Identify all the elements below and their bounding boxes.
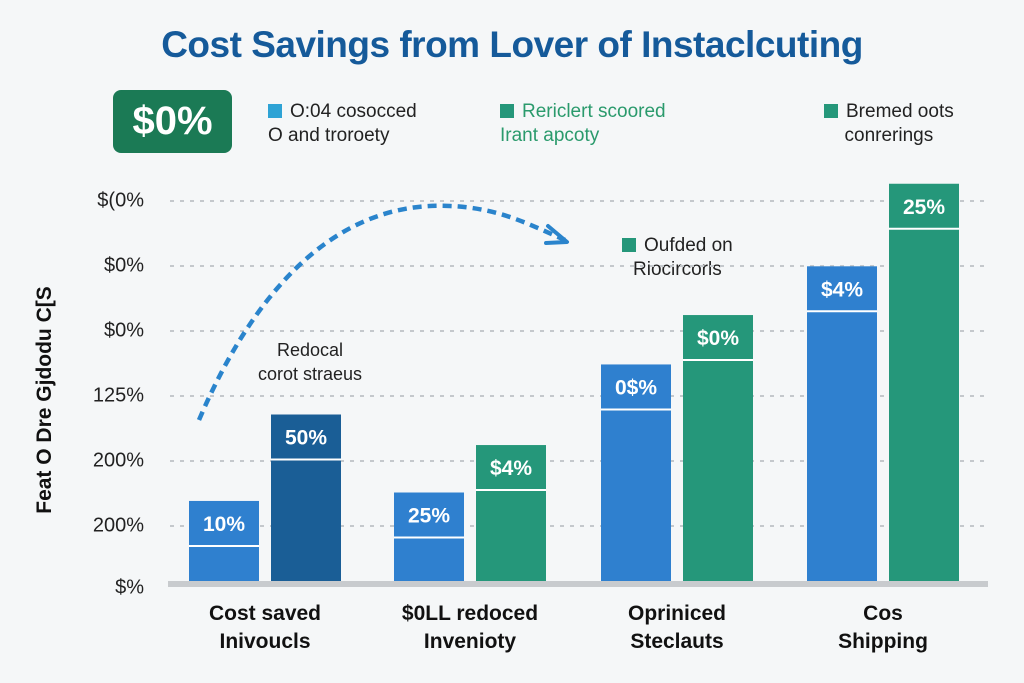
y-tick-label: $% (115, 576, 144, 599)
legend-label: Riocircorls (633, 259, 722, 280)
x-category-label: Opriniced Steclauts (577, 600, 777, 656)
legend-label: conrerings (844, 125, 934, 146)
x-category-line: Cost saved (208, 602, 322, 625)
y-tick-label: $0% (103, 319, 144, 342)
legend-item-4: Oufded on Riocircorls (622, 234, 733, 282)
y-tick-label: 200% (92, 449, 144, 472)
x-category-line: Opriniced (627, 602, 727, 625)
x-category-line: $0LL redoced (401, 602, 539, 625)
legend-item-2: Rericlert scoored Irant apcoty (500, 100, 666, 148)
legend-label: Bremed oots (846, 101, 954, 122)
arrow-head-icon (544, 224, 569, 245)
legend-label: O and troroety (268, 125, 390, 146)
legend-label: Oufded on (644, 235, 733, 256)
legend-swatch-icon (622, 238, 636, 252)
bar-value-label: $4% (821, 278, 863, 301)
trend-arrow (196, 203, 566, 421)
annotation-line: Redocal (276, 340, 344, 360)
bar-value-label: 50% (285, 427, 327, 450)
y-tick-label: 125% (92, 384, 144, 407)
y-tick-label: $(0% (97, 189, 144, 212)
x-category-label: $0LL redoced Inveniotу (370, 600, 570, 656)
x-category-label: Cost saved Inivoucls (165, 600, 365, 656)
bar (889, 183, 959, 583)
legend-swatch-icon (500, 104, 514, 118)
y-tick-label: $0% (103, 254, 144, 277)
bar (271, 414, 341, 583)
chart-title: Cost Savings from Lover of Instaclcuting (161, 24, 863, 65)
x-category-line: Steclauts (630, 630, 724, 653)
bar-value-label: 0$% (615, 376, 657, 399)
bar (683, 315, 753, 583)
x-category-line: Cos (863, 602, 903, 625)
bar-value-label: 25% (408, 505, 450, 528)
bar (189, 500, 259, 583)
bar (807, 266, 877, 583)
x-category-line: Inivoucls (219, 630, 311, 653)
legend-label: Rericlert scoored (522, 101, 666, 122)
annotation: Redocal corot straeus (245, 338, 375, 386)
bar-value-label: 25% (903, 196, 945, 219)
annotation-line: corot straeus (257, 364, 363, 384)
y-tick-label: 200% (92, 514, 144, 537)
x-category-label: Cos Shipping (783, 600, 983, 656)
bar (476, 445, 546, 583)
savings-badge: $0% (113, 90, 232, 153)
bar-value-label: $0% (697, 327, 739, 350)
bar (601, 364, 671, 583)
legend-swatch-icon (268, 104, 282, 118)
legend-item-3: Bremed oots conrerings (824, 100, 954, 148)
legend-label: Irant apcoty (500, 125, 600, 146)
x-category-line: Shipping (838, 630, 928, 653)
bar-value-label: $4% (490, 457, 532, 480)
x-axis-baseline (168, 581, 988, 587)
x-category-line: Inveniotу (423, 630, 517, 653)
bar-value-label: 10% (203, 513, 245, 536)
legend-item-1: O:04 cosocced O and troroety (268, 100, 417, 148)
legend-swatch-icon (824, 104, 838, 118)
legend-label: O:04 cosocced (290, 101, 417, 122)
